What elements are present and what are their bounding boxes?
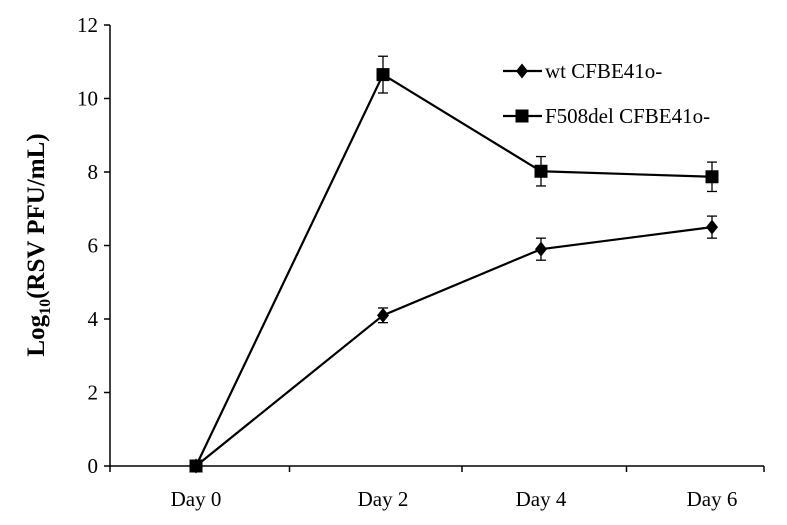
data-point (189, 459, 203, 473)
series-line (195, 226, 713, 467)
y-tick-label: 8 (88, 160, 99, 184)
data-point (705, 170, 719, 184)
legend-label: F508del CFBE41o- (545, 104, 710, 128)
y-tick-label: 10 (77, 87, 98, 111)
y-tick-label: 2 (88, 381, 99, 405)
legend-marker (515, 109, 529, 123)
legend-marker (516, 63, 528, 79)
series-f508del (189, 55, 719, 473)
data-point (377, 307, 389, 323)
y-tick-label: 6 (88, 234, 99, 258)
y-axis-label: Log10(RSV PFU/mL) (23, 133, 54, 356)
y-tick-label: 4 (88, 307, 99, 331)
x-tick-label: Day 2 (358, 487, 409, 511)
x-ticks: Day 0 Day 2 Day 4 Day 6 (109, 466, 765, 511)
legend-entry: wt CFBE41o- (503, 59, 662, 83)
y-ticks: 0 2 4 6 8 10 12 (77, 13, 110, 478)
data-point (534, 164, 548, 178)
legend: wt CFBE41o- F508del CFBE41o- (503, 59, 710, 128)
axes (109, 25, 764, 467)
x-tick-label: Day 6 (687, 487, 738, 511)
data-point (376, 68, 390, 82)
x-tick-label: Day 4 (516, 487, 567, 511)
data-point (535, 241, 547, 257)
series-layer (189, 55, 719, 474)
x-tick-label: Day 0 (171, 487, 222, 511)
legend-entry: F508del CFBE41o- (503, 104, 710, 128)
legend-label: wt CFBE41o- (545, 59, 662, 83)
y-tick-label: 0 (88, 454, 99, 478)
y-axis-label-subscript: 10 (37, 299, 54, 315)
series-wt (190, 215, 718, 474)
y-axis-label-prefix: Log (23, 314, 50, 356)
y-tick-label: 12 (77, 13, 98, 37)
data-point (706, 219, 718, 235)
series-line (195, 73, 713, 467)
y-axis-label-suffix: (RSV PFU/mL) (23, 133, 50, 299)
